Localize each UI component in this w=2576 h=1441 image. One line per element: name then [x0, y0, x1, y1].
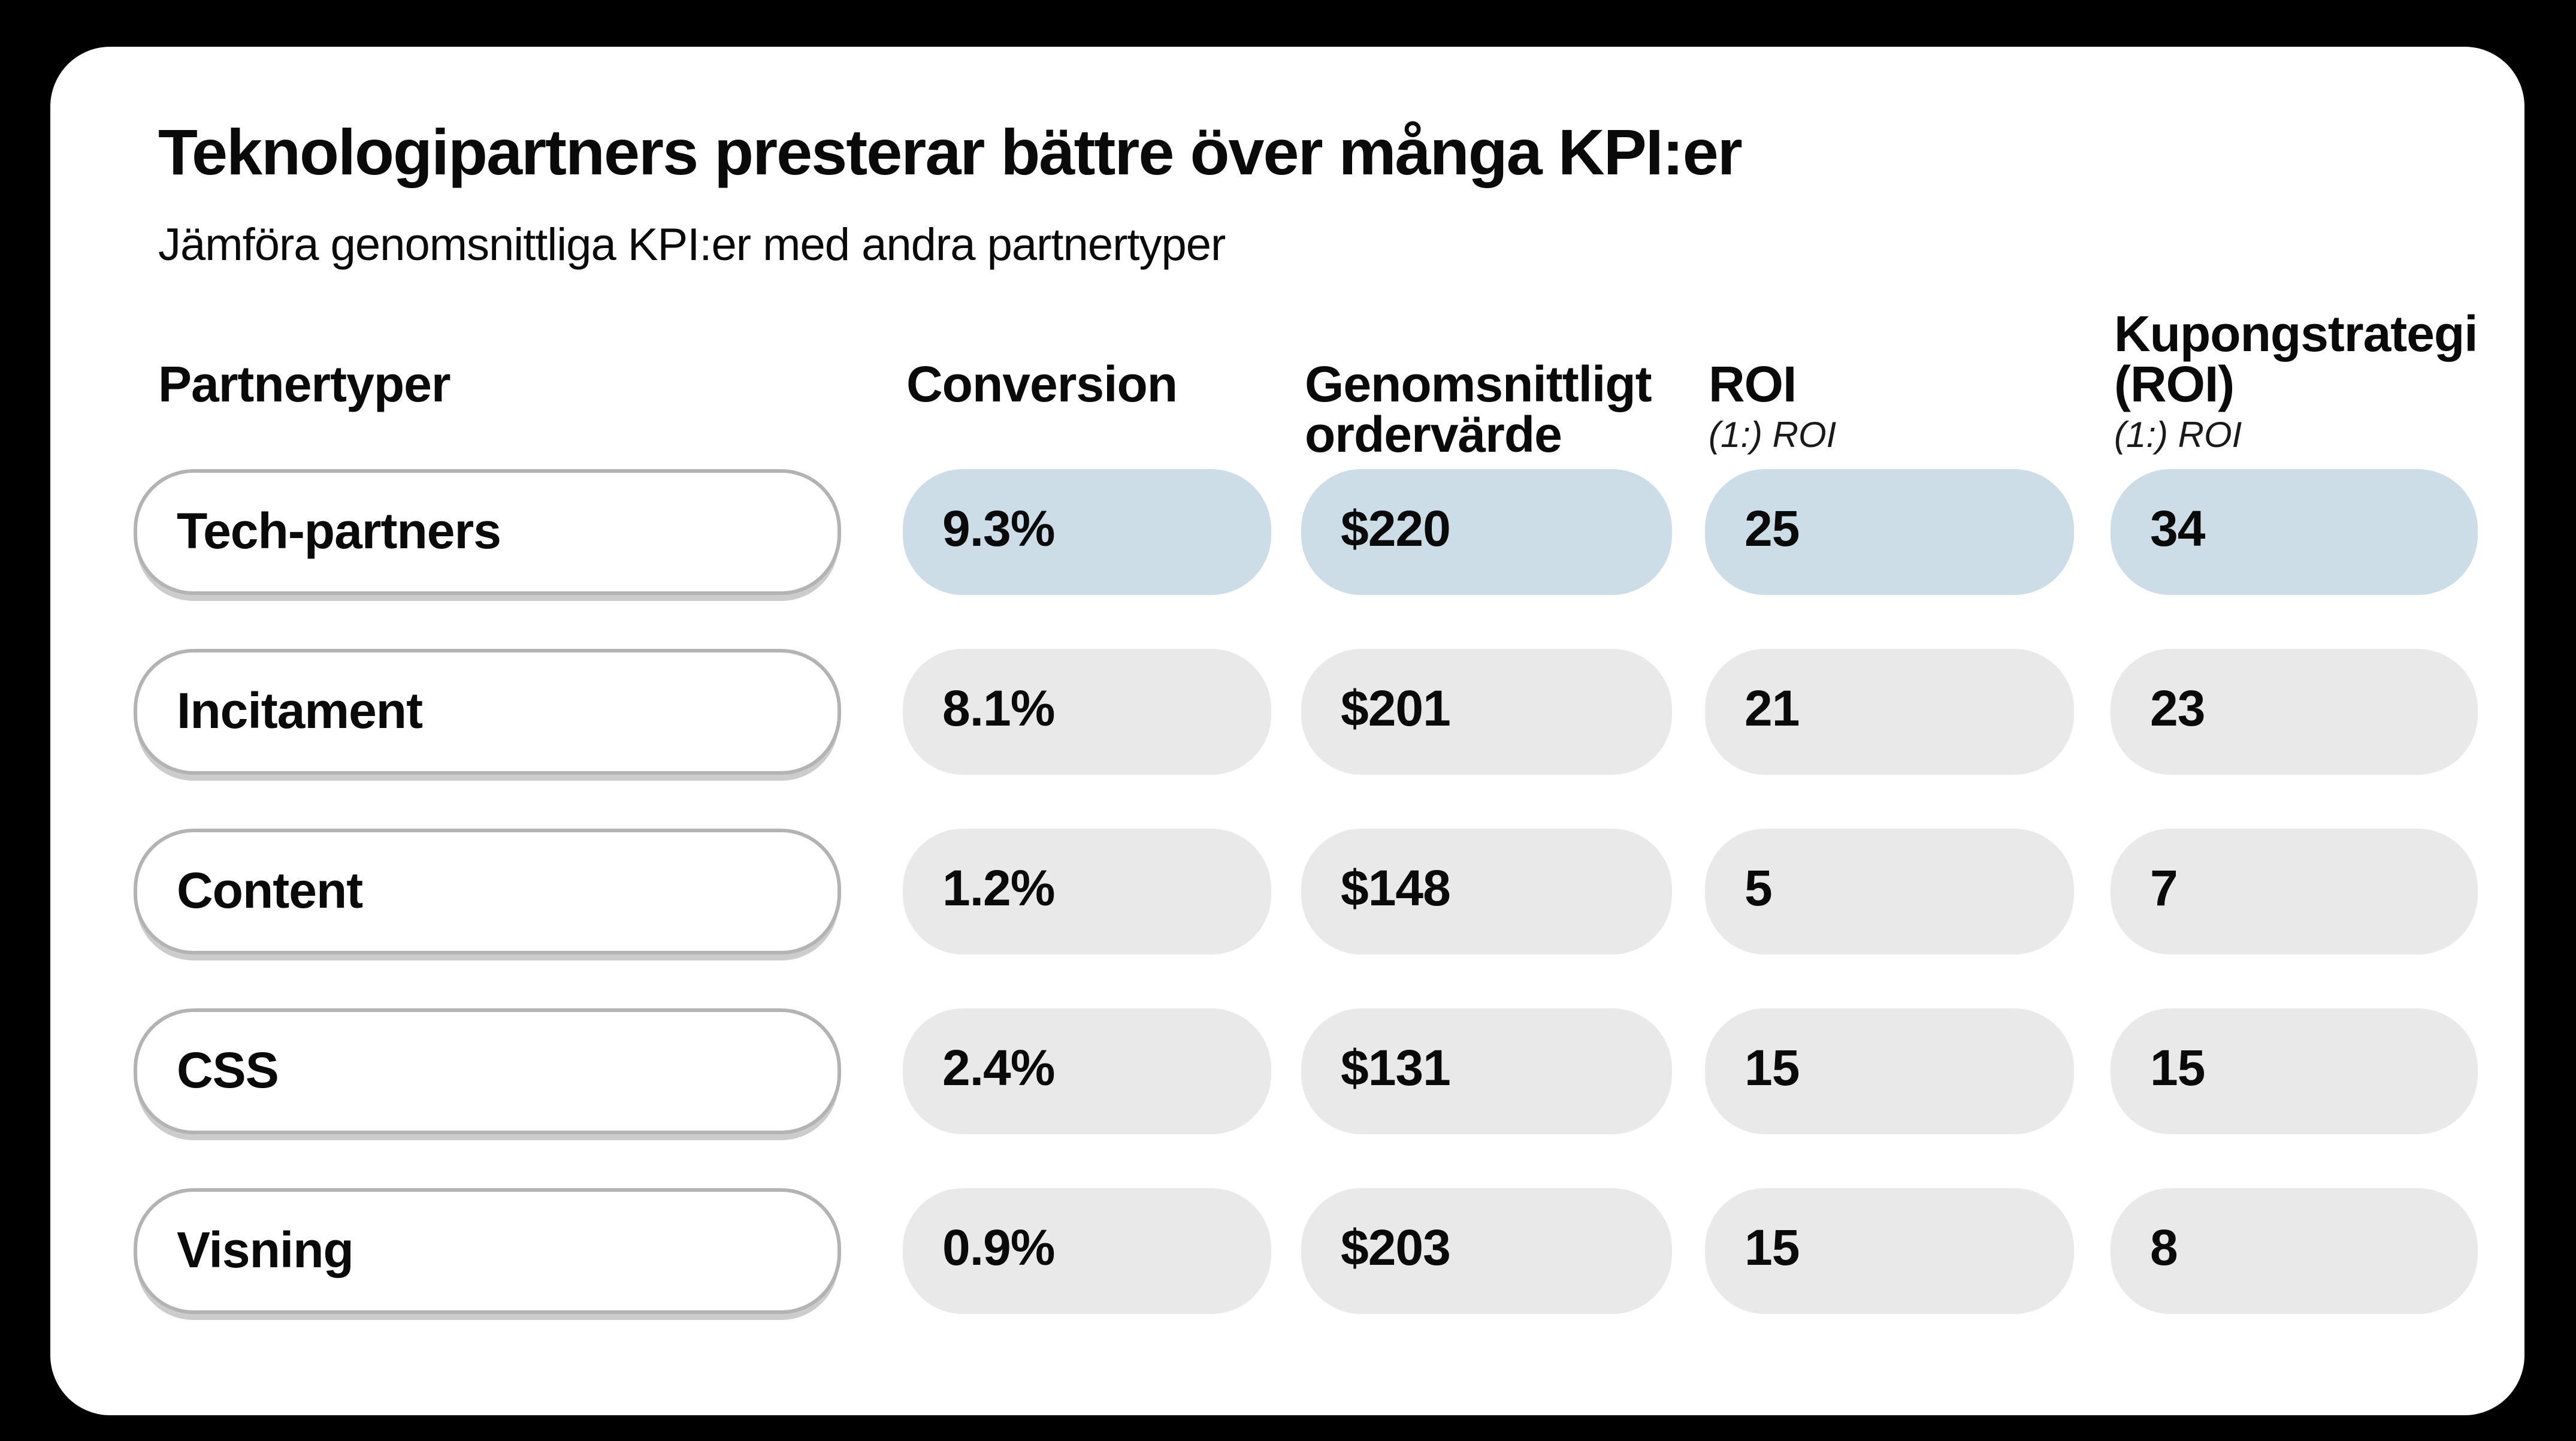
- column-header-label: Partnertyper: [158, 356, 451, 412]
- partner-pill: Visning: [134, 1188, 841, 1314]
- column-header-conversion: Conversion: [903, 309, 1271, 409]
- partner-pill: CSS: [134, 1008, 841, 1134]
- table-row: Tech-partners 9.3% $220 25 34: [50, 469, 2524, 595]
- value-pill-ordervarde: $203: [1301, 1188, 1672, 1314]
- partner-pill: Content: [134, 829, 841, 954]
- value-pill-ordervarde: $220: [1301, 469, 1672, 595]
- column-header-kupongstrategi: Kupongstrategi (ROI) (1:) ROI: [2111, 309, 2478, 454]
- table-row: Content 1.2% $148 5 7: [50, 829, 2524, 954]
- value-pill-kupongstrategi: 34: [2111, 469, 2478, 595]
- kpi-card: Teknologipartners presterar bättre över …: [50, 47, 2524, 1415]
- page-title: Teknologipartners presterar bättre över …: [158, 116, 1743, 188]
- column-header-label: Conversion: [906, 356, 1178, 412]
- column-header-sublabel: (1:) ROI: [1709, 415, 1837, 455]
- value-pill-kupongstrategi: 8: [2111, 1188, 2478, 1314]
- value-pill-ordervarde: $131: [1301, 1008, 1672, 1134]
- value-pill-conversion: 8.1%: [903, 649, 1271, 775]
- value-pill-conversion: 1.2%: [903, 829, 1271, 954]
- column-header-roi: ROI (1:) ROI: [1705, 309, 2074, 454]
- value-pill-kupongstrategi: 7: [2111, 829, 2478, 954]
- value-pill-roi: 5: [1705, 829, 2074, 954]
- value-pill-conversion: 2.4%: [903, 1008, 1271, 1134]
- column-header-ordervarde: Genomsnittligt ordervärde: [1301, 309, 1672, 460]
- page-subtitle: Jämföra genomsnittliga KPI:er med andra …: [158, 219, 1226, 270]
- table-row: Visning 0.9% $203 15 8: [50, 1188, 2524, 1314]
- column-header-label: Genomsnittligt ordervärde: [1305, 356, 1652, 463]
- column-header-sublabel: (1:) ROI: [2114, 415, 2242, 455]
- value-pill-kupongstrategi: 15: [2111, 1008, 2478, 1134]
- value-pill-kupongstrategi: 23: [2111, 649, 2478, 775]
- value-pill-roi: 15: [1705, 1188, 2074, 1314]
- column-header-label: Kupongstrategi (ROI): [2114, 306, 2478, 412]
- value-pill-conversion: 9.3%: [903, 469, 1271, 595]
- table-row: Incitament 8.1% $201 21 23: [50, 649, 2524, 775]
- partner-pill: Incitament: [134, 649, 841, 775]
- value-pill-roi: 25: [1705, 469, 2074, 595]
- column-header-label: ROI: [1709, 356, 1797, 412]
- value-pill-ordervarde: $148: [1301, 829, 1672, 954]
- value-pill-conversion: 0.9%: [903, 1188, 1271, 1314]
- value-pill-roi: 21: [1705, 649, 2074, 775]
- value-pill-roi: 15: [1705, 1008, 2074, 1134]
- partner-pill: Tech-partners: [134, 469, 841, 595]
- value-pill-ordervarde: $201: [1301, 649, 1672, 775]
- column-header-partnertyper: Partnertyper: [134, 309, 841, 409]
- table-row: CSS 2.4% $131 15 15: [50, 1008, 2524, 1134]
